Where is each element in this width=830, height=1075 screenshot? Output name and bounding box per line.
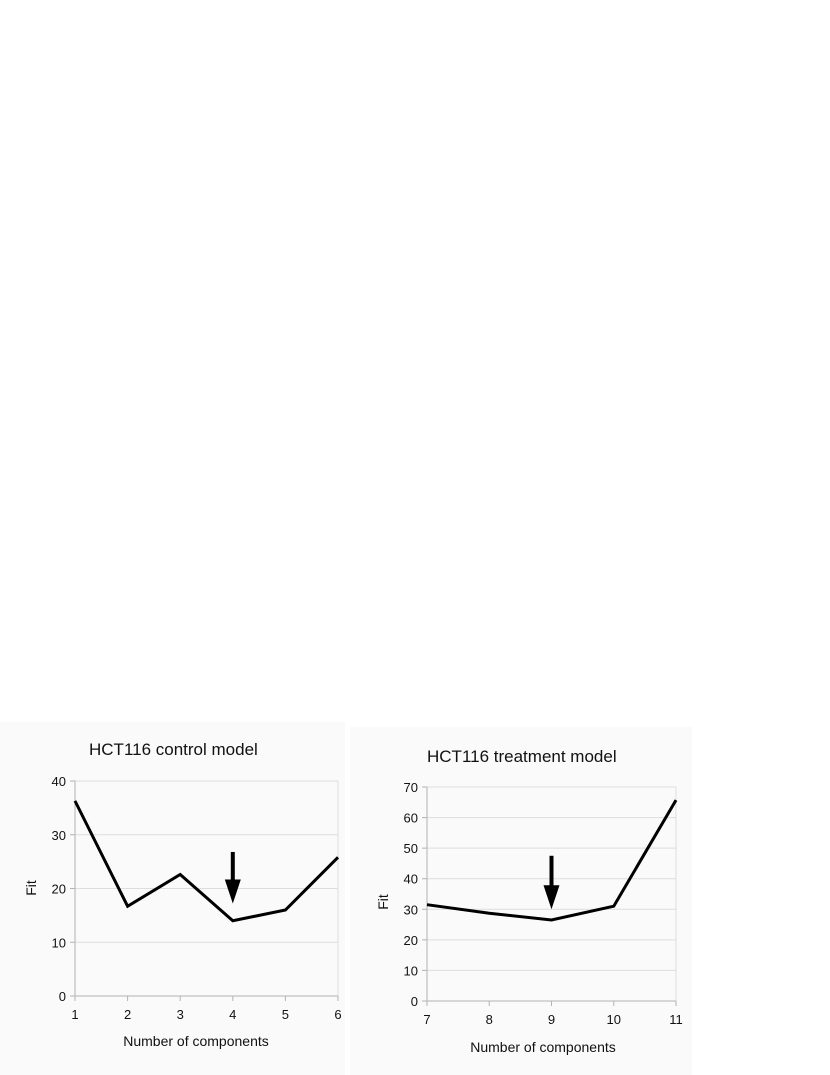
series-line-group [73,800,340,923]
chart-treatment-svg: HCT116 treatment model 0 10 20 30 40 50 60 70 7… [375,747,683,1055]
x-axis-label: Number of components [123,1033,269,1049]
y-tick-label: 10 [404,963,418,978]
x-tick-label: 8 [486,1012,493,1027]
axes [70,780,339,1001]
chart-title: HCT116 treatment model [427,747,617,766]
x-tick-label: 2 [124,1007,131,1022]
axes [422,786,677,1006]
chart-treatment-model: HCT116 treatment model 0 10 20 30 40 50 60 70 7… [350,727,692,1075]
y-tick-label: 60 [404,811,418,826]
series-line [73,800,340,923]
x-tick-label: 6 [334,1007,341,1022]
y-tick-label: 10 [52,935,66,950]
annotations [224,851,241,904]
chart-control-svg: HCT116 control model 0 10 20 30 40 1 2 3 4 5 6 Nu… [23,740,342,1049]
x-tick-label: 5 [282,1007,289,1022]
x-tick-labels: 1 2 3 4 5 6 [71,1007,341,1022]
y-tick-label: 20 [404,933,418,948]
y-tick-labels: 0 10 20 30 40 [52,774,66,1004]
x-tick-label: 1 [71,1007,78,1022]
y-tick-labels: 0 10 20 30 40 50 60 70 [404,780,418,1009]
y-tick-label: 0 [411,994,418,1009]
y-tick-label: 20 [52,882,66,897]
x-tick-label: 11 [669,1012,683,1027]
y-tick-label: 30 [404,902,418,917]
annotation-arrow-head [224,879,241,904]
x-tick-label: 3 [177,1007,184,1022]
x-tick-label: 4 [229,1007,236,1022]
x-tick-labels: 7 8 9 10 11 [423,1012,682,1027]
series-line-group [426,799,678,922]
chart-title: HCT116 control model [89,740,258,759]
y-tick-label: 50 [404,841,418,856]
x-axis-label: Number of components [470,1039,616,1055]
y-tick-label: 70 [404,780,418,795]
annotations [543,855,560,910]
x-tick-label: 7 [423,1012,430,1027]
x-tick-label: 10 [607,1012,621,1027]
chart-control-model: HCT116 control model 0 10 20 30 40 1 2 3 4 5 6 Nu… [0,722,345,1075]
y-tick-label: 0 [59,989,66,1004]
y-tick-label: 40 [52,774,66,789]
x-tick-label: 9 [548,1012,555,1027]
annotation-arrow-head [543,885,560,910]
grid [75,780,339,996]
y-tick-label: 30 [52,828,66,843]
y-axis-label: Fit [23,880,39,896]
y-axis-label: Fit [375,894,391,910]
y-tick-label: 40 [404,872,418,887]
